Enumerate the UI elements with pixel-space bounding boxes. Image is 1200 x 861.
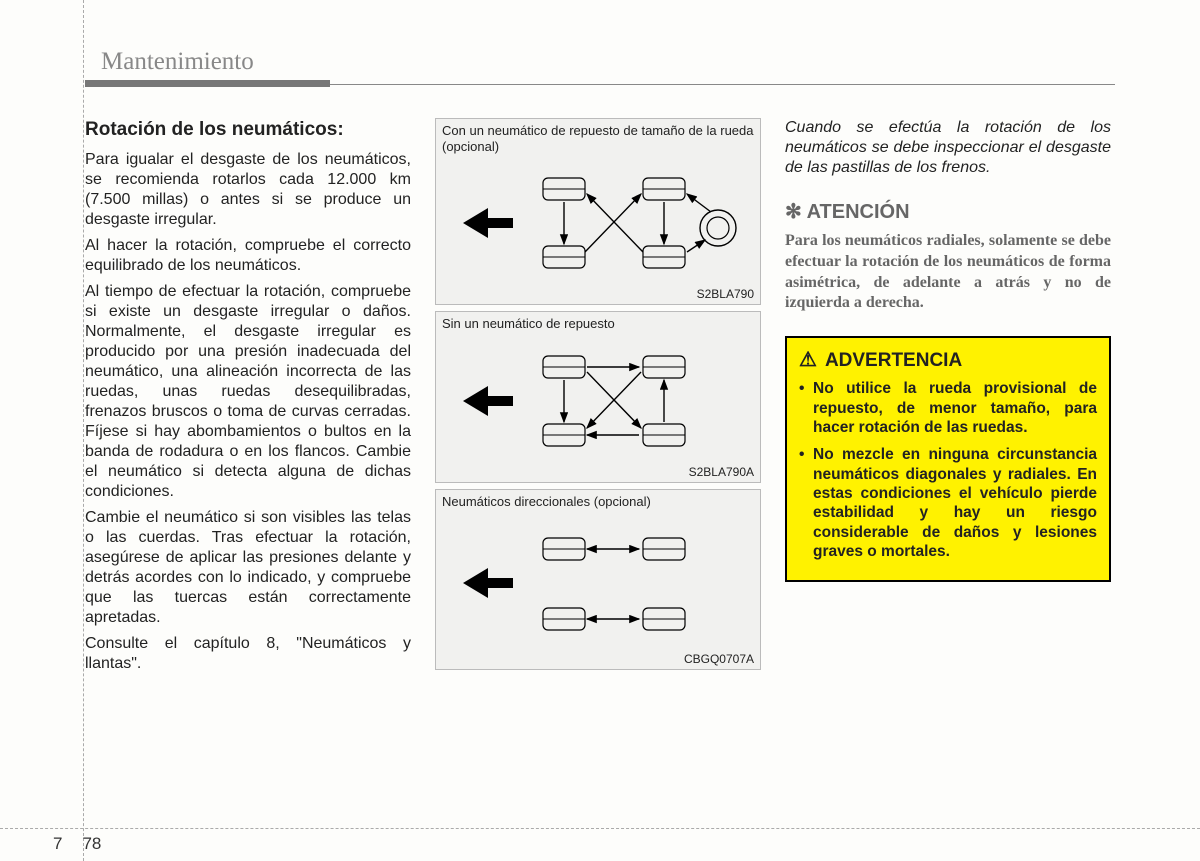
warning-list: No utilice la rueda provisional de repue…	[799, 379, 1097, 561]
atencion-title: ✻ ATENCIÓN	[785, 200, 1111, 225]
header-rule	[85, 80, 1115, 88]
diagram3-svg	[453, 513, 743, 653]
diagram2-ref: S2BLA790A	[689, 465, 754, 480]
page-no: 78	[82, 834, 101, 853]
diagram1-ref: S2BLA790	[697, 287, 754, 302]
page-content: Mantenimiento Rotación de los neumáticos…	[85, 0, 1115, 830]
diagram1-svg	[453, 158, 743, 288]
diagram2-caption: Sin un neumático de repuesto	[442, 316, 754, 332]
warning-item: No mezcle en ninguna circunstancia neumá…	[799, 445, 1097, 561]
atencion-body: Para los neumáticos radiales, solamente …	[785, 231, 1111, 314]
chapter-number: 7	[53, 834, 62, 853]
col1-p1: Para igualar el desgaste de los neumátic…	[85, 150, 411, 230]
column-right: Cuando se efectúa la rotación de los neu…	[785, 118, 1111, 680]
diagram-with-spare: Con un neumático de repuesto de tamaño d…	[435, 118, 761, 305]
page-number: 7 78	[53, 834, 101, 854]
diagram-directional: Neumáticos direccionales (opcional) CBGQ…	[435, 489, 761, 671]
diagram-without-spare: Sin un neumático de repuesto	[435, 311, 761, 483]
section-header: Mantenimiento	[101, 48, 1115, 76]
crop-guide-vertical	[83, 0, 84, 861]
col1-p3: Al tiempo de efectuar la rotación, compr…	[85, 282, 411, 502]
diagram2-svg	[453, 336, 743, 466]
column-middle: Con un neumático de repuesto de tamaño d…	[435, 118, 761, 680]
col1-p4: Cambie el neumático si son visibles las …	[85, 508, 411, 628]
inspection-note: Cuando se efectúa la rotación de los neu…	[785, 118, 1111, 178]
diagram1-caption: Con un neumático de repuesto de tamaño d…	[442, 123, 754, 154]
diagram3-ref: CBGQ0707A	[684, 652, 754, 667]
warning-title: ADVERTENCIA	[799, 348, 1097, 373]
column-left: Rotación de los neumáticos: Para igualar…	[85, 118, 411, 680]
col1-p5: Consulte el capítulo 8, "Neumáticos y ll…	[85, 634, 411, 674]
warning-item: No utilice la rueda provisional de repue…	[799, 379, 1097, 437]
diagram3-caption: Neumáticos direccionales (opcional)	[442, 494, 754, 510]
columns: Rotación de los neumáticos: Para igualar…	[85, 118, 1115, 680]
col1-p2: Al hacer la rotación, compruebe el corre…	[85, 236, 411, 276]
warning-box: ADVERTENCIA No utilice la rueda provisio…	[785, 336, 1111, 581]
col1-title: Rotación de los neumáticos:	[85, 118, 411, 142]
